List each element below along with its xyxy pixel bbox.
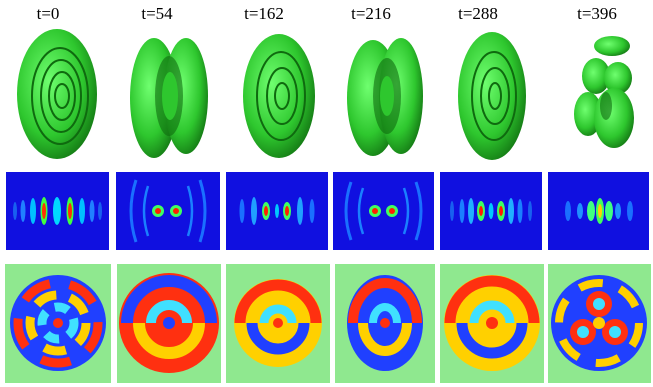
phase-panel-1 bbox=[117, 264, 221, 383]
isosurface-panel-2 bbox=[243, 34, 315, 158]
isosurface-panel-3 bbox=[347, 38, 423, 156]
density-panel-5 bbox=[548, 172, 649, 250]
density-panel-0 bbox=[6, 172, 109, 250]
density-panel-1 bbox=[116, 172, 220, 250]
time-label-5: t=396 bbox=[577, 4, 617, 23]
phase-panel-0 bbox=[5, 264, 111, 383]
density-panel-2 bbox=[226, 172, 328, 250]
phase-panel-2 bbox=[226, 264, 330, 383]
time-label-3: t=216 bbox=[351, 4, 391, 23]
time-label-2: t=162 bbox=[244, 4, 284, 23]
density-panel-4 bbox=[440, 172, 542, 250]
time-label-0: t=0 bbox=[36, 4, 60, 23]
isosurface-panel-1 bbox=[130, 38, 208, 158]
phase-panel-3 bbox=[335, 264, 435, 383]
density-panel-3 bbox=[333, 172, 434, 250]
time-label-1: t=54 bbox=[141, 4, 173, 23]
time-label-4: t=288 bbox=[458, 4, 498, 23]
isosurface-panel-0 bbox=[17, 29, 97, 159]
isosurface-panel-5 bbox=[574, 36, 634, 148]
isosurface-panel-4 bbox=[458, 32, 526, 160]
phase-panel-5 bbox=[548, 264, 651, 383]
phase-panel-4 bbox=[440, 264, 544, 383]
